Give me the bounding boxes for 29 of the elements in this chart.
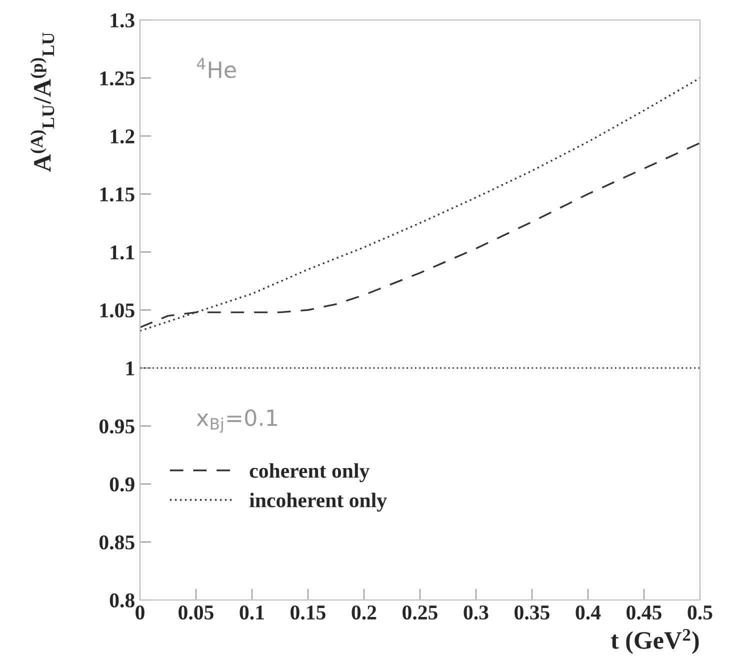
y-tick-label: 1.2: [110, 129, 134, 144]
x-tick-label: 0.5: [688, 605, 712, 620]
x-tick-label: 0.4: [576, 605, 601, 620]
legend-label: coherent only: [250, 463, 370, 482]
x-tick-label: 0.25: [402, 605, 438, 620]
x-tick-label: 0.35: [514, 605, 550, 620]
x-tick-label: 0.15: [290, 605, 326, 620]
x-tick-label: 0.45: [626, 605, 662, 620]
y-axis-title: A$^{(A)}$$_{LU}$/A$^{(p)}$$_{LU}$: [30, 32, 54, 172]
y-tick-label: 1.3: [110, 13, 134, 28]
x-tick-label: 0.3: [464, 605, 488, 620]
y-tick-label: 1.15: [100, 187, 134, 202]
y-tick-label: 0.9: [110, 477, 134, 492]
line-series: [140, 77, 700, 332]
y-tick-label: 1.25: [100, 71, 134, 86]
y-tick-label: 0.8: [110, 593, 134, 608]
x-tick-label: 0.2: [352, 605, 376, 620]
y-tick-label: 1: [126, 361, 134, 376]
x-tick-label: 0.05: [178, 605, 214, 620]
annotation: x$_{Bj}$=0.1: [196, 409, 277, 433]
y-tick-label: 0.95: [99, 419, 134, 434]
legend-label: incoherent only: [250, 492, 387, 512]
x-axis-title: t (GeV$^{2}$): [610, 629, 699, 654]
x-tick-label: 0: [136, 605, 144, 620]
annotation: $^{4}$He: [196, 58, 236, 78]
y-tick-label: 0.85: [99, 535, 134, 550]
y-tick-label: 1.05: [100, 303, 134, 318]
x-tick-label: 0.1: [240, 605, 264, 620]
y-tick-label: 1.1: [110, 245, 134, 260]
